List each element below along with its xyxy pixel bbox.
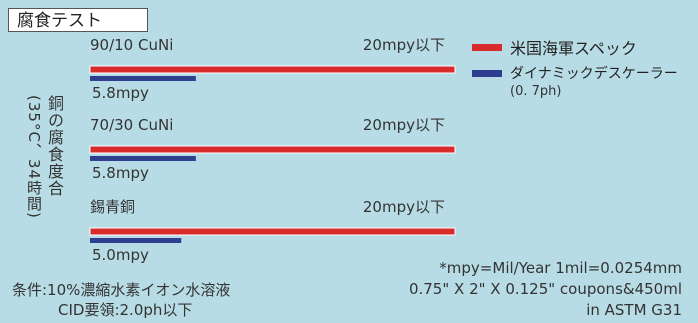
y-axis-label-main: 銅の腐食度合 [45, 95, 64, 197]
legend-label-descaler: ダイナミックデスケーラー [510, 66, 678, 82]
legend-label-spec: 米国海軍スペック [510, 39, 637, 58]
bar-descaler-value-label: 5.8mpy [92, 84, 149, 102]
legend: 米国海軍スペック ダイナミックデスケーラー (0. 7ph) [472, 34, 678, 99]
bar-spec [89, 227, 456, 236]
bar-descaler [90, 76, 196, 81]
test-notes: *mpy=Mil/Year 1mil=0.0254mm 0.75" X 2" X… [409, 258, 682, 321]
bar-spec-value-label: 20mpy以下 [363, 198, 445, 216]
legend-swatch-spec [472, 43, 502, 51]
y-axis-label: 銅の腐食度合 (35°C、34時間) [24, 95, 64, 219]
bar-descaler [90, 238, 182, 243]
bar-descaler-value-label: 5.8mpy [92, 164, 149, 182]
legend-swatch-descaler [472, 69, 502, 77]
bar-spec-value-label: 20mpy以下 [363, 116, 445, 134]
category-label: 90/10 CuNi [90, 36, 173, 54]
bar-descaler [90, 156, 196, 161]
bar-spec [89, 65, 456, 74]
legend-item-descaler: ダイナミックデスケーラー [472, 60, 678, 86]
conditions-notes: 条件:10%濃縮水素イオン水溶液 CID要領:2.0ph以下 [12, 280, 230, 320]
coupon-spec: 0.75" X 2" X 0.125" coupons&450ml [408, 280, 682, 298]
astm-standard: in ASTM G31 [586, 301, 682, 319]
bar-spec-value-label: 20mpy以下 [363, 36, 445, 54]
bar-spec [89, 145, 456, 154]
mpy-definition: *mpy=Mil/Year 1mil=0.0254mm [439, 259, 682, 277]
cid-text: CID要領:2.0ph以下 [58, 301, 193, 319]
category-label: 70/30 CuNi [90, 116, 173, 134]
legend-descaler-ph: (0. 7ph) [510, 84, 562, 99]
y-axis-label-sub: (35°C、34時間) [25, 95, 43, 219]
chart-title: 腐食テスト [8, 8, 148, 32]
category-label: 錫青銅 [90, 198, 135, 216]
conditions-text: 条件:10%濃縮水素イオン水溶液 [12, 281, 231, 299]
bar-descaler-value-label: 5.0mpy [92, 246, 149, 264]
legend-item-spec: 米国海軍スペック [472, 34, 678, 60]
